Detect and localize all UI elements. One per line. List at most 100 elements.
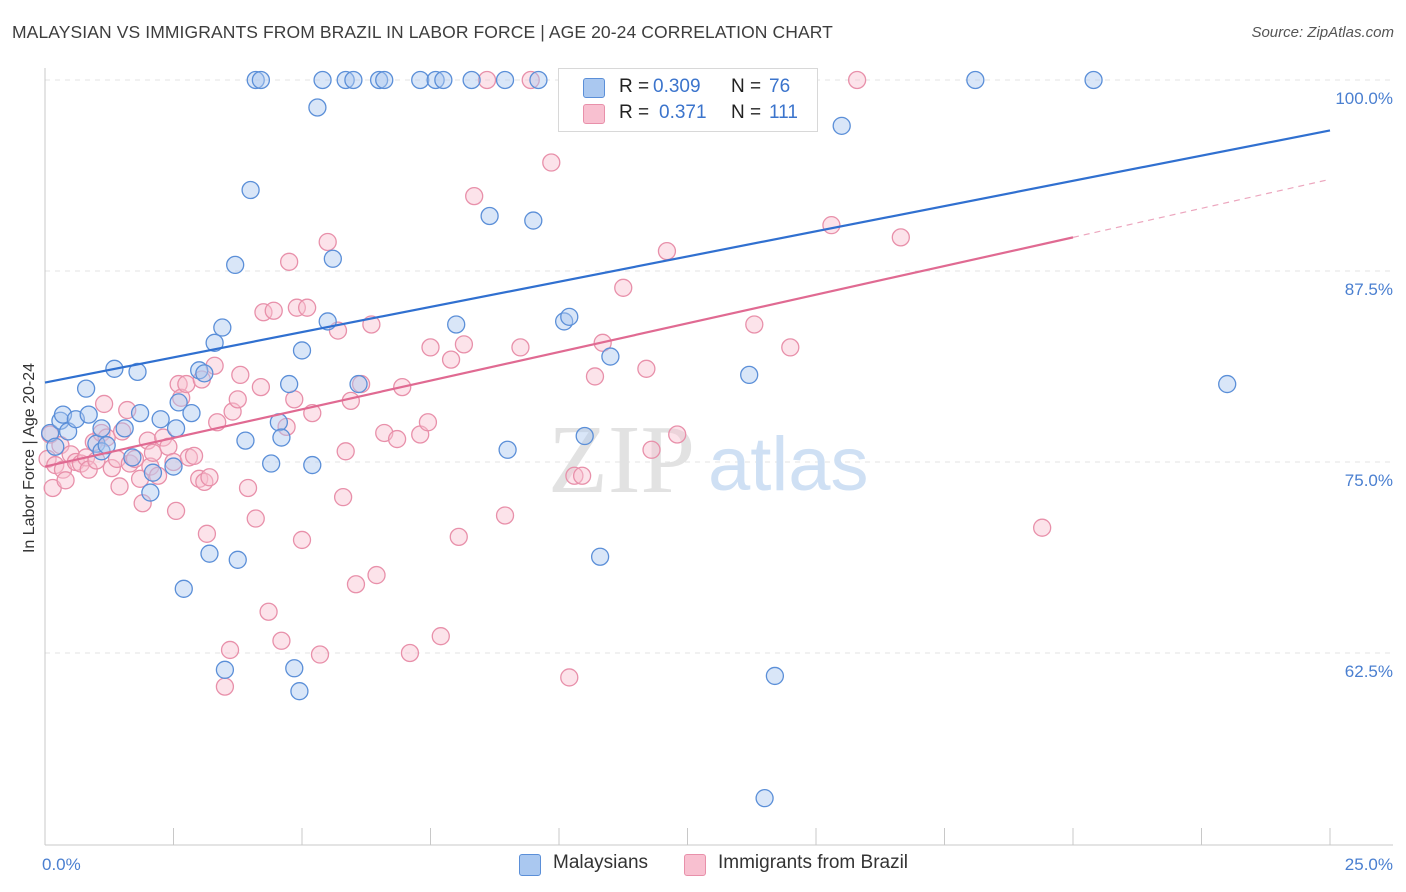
watermark-zip: ZIP <box>548 406 695 514</box>
brazil-point <box>560 668 579 687</box>
malaysian-point <box>755 789 774 808</box>
trend-line-brazil <box>44 236 1074 468</box>
brazil-point <box>285 390 304 409</box>
brazil-point <box>614 278 633 297</box>
series-brazil-points <box>38 70 1052 696</box>
legend-r-label: R = <box>619 76 650 97</box>
malaysian-point <box>495 70 515 90</box>
malaysian-point <box>411 70 430 90</box>
brazil-point <box>177 374 196 394</box>
brazil-point <box>572 466 592 485</box>
malaysian-point <box>529 70 548 90</box>
brazil-point <box>441 350 461 369</box>
brazil-point <box>272 631 291 650</box>
brazil-point <box>94 394 114 414</box>
legend-swatch-blue <box>583 78 605 98</box>
brazil-point <box>231 365 250 385</box>
malaysian-point <box>1084 70 1103 90</box>
legend-label: Immigrants from Brazil <box>718 852 909 873</box>
malaysian-point <box>498 440 517 459</box>
malaysian-point <box>123 448 142 467</box>
legend-n-value: 111 <box>769 102 798 123</box>
brazil-point <box>891 228 910 247</box>
brazil-point <box>169 374 188 394</box>
malaysian-point <box>765 666 785 686</box>
brazil-point <box>454 335 474 354</box>
brazil-point <box>642 440 661 459</box>
malaysian-point <box>575 426 594 446</box>
malaysian-point <box>740 365 759 385</box>
brazil-point <box>318 232 337 252</box>
y-axis-label: In Labor Force | Age 20-24 <box>21 363 38 553</box>
malaysian-point <box>226 255 245 275</box>
malaysian-point <box>426 70 445 90</box>
malaysian-point <box>40 423 60 443</box>
malaysian-point <box>272 428 291 447</box>
brazil-point <box>585 367 605 386</box>
malaysian-point <box>590 547 610 566</box>
y-tick-label: 100.0% <box>1335 89 1393 108</box>
brazil-point <box>215 677 235 696</box>
malaysian-point <box>115 419 134 438</box>
malaysian-point <box>323 249 342 268</box>
legend-swatch-pink <box>583 104 605 124</box>
malaysian-point <box>46 437 65 456</box>
brazil-point <box>228 390 247 409</box>
legend-n-value: 76 <box>769 76 791 97</box>
brazil-point <box>184 446 204 466</box>
malaysian-point <box>215 660 235 679</box>
brazil-point <box>781 338 800 357</box>
malaysian-point <box>174 579 193 598</box>
malaysian-point <box>195 364 214 383</box>
malaysian-point <box>241 180 260 200</box>
y-tick-label: 62.5% <box>1345 662 1393 681</box>
brazil-point <box>542 153 561 172</box>
malaysian-point <box>141 483 160 502</box>
malaysian-point <box>290 682 309 701</box>
brazil-point <box>511 338 530 357</box>
brazil-point <box>431 627 450 646</box>
malaysian-point <box>349 374 368 394</box>
brazil-point <box>102 458 121 478</box>
brazil-point <box>477 70 497 90</box>
brazil-point <box>112 422 132 441</box>
brazil-point <box>97 428 116 447</box>
legend-swatch-pink <box>684 854 706 876</box>
brazil-point <box>822 216 841 235</box>
trend-line-brazil-extension <box>1072 178 1331 238</box>
brazil-point <box>246 509 265 528</box>
malaysian-point <box>447 315 466 334</box>
malaysian-point <box>182 403 201 423</box>
brazil-point <box>200 468 219 487</box>
series-malaysians-points <box>40 70 1237 808</box>
legend-r-value: 0.371 <box>659 102 707 123</box>
trend-line-malaysians <box>44 129 1331 384</box>
malaysian-point <box>79 405 98 424</box>
malaysian-point <box>76 379 96 398</box>
brazil-point <box>333 487 353 507</box>
legend-r-label: R = <box>619 102 650 123</box>
malaysian-point <box>169 393 188 412</box>
malaysian-point <box>303 455 322 475</box>
brazil-point <box>287 298 307 317</box>
axes <box>44 68 1393 846</box>
malaysian-point <box>166 419 186 438</box>
malaysian-point <box>200 544 219 563</box>
watermark: ZIP atlas <box>548 406 869 514</box>
malaysian-point <box>1218 374 1237 394</box>
malaysian-point <box>966 70 985 90</box>
brazil-point <box>56 471 75 490</box>
malaysian-point <box>279 374 299 394</box>
brazil-point <box>657 241 677 261</box>
brazil-point <box>297 298 317 317</box>
legend-label: Malaysians <box>553 852 649 873</box>
brazil-point <box>565 466 584 485</box>
malaysian-point <box>524 211 543 230</box>
malaysian-point <box>164 457 183 476</box>
brazil-point <box>637 359 656 378</box>
brazil-point <box>346 575 366 594</box>
brazil-point <box>400 643 420 663</box>
malaysian-point <box>205 333 224 352</box>
brazil-point <box>495 506 515 525</box>
